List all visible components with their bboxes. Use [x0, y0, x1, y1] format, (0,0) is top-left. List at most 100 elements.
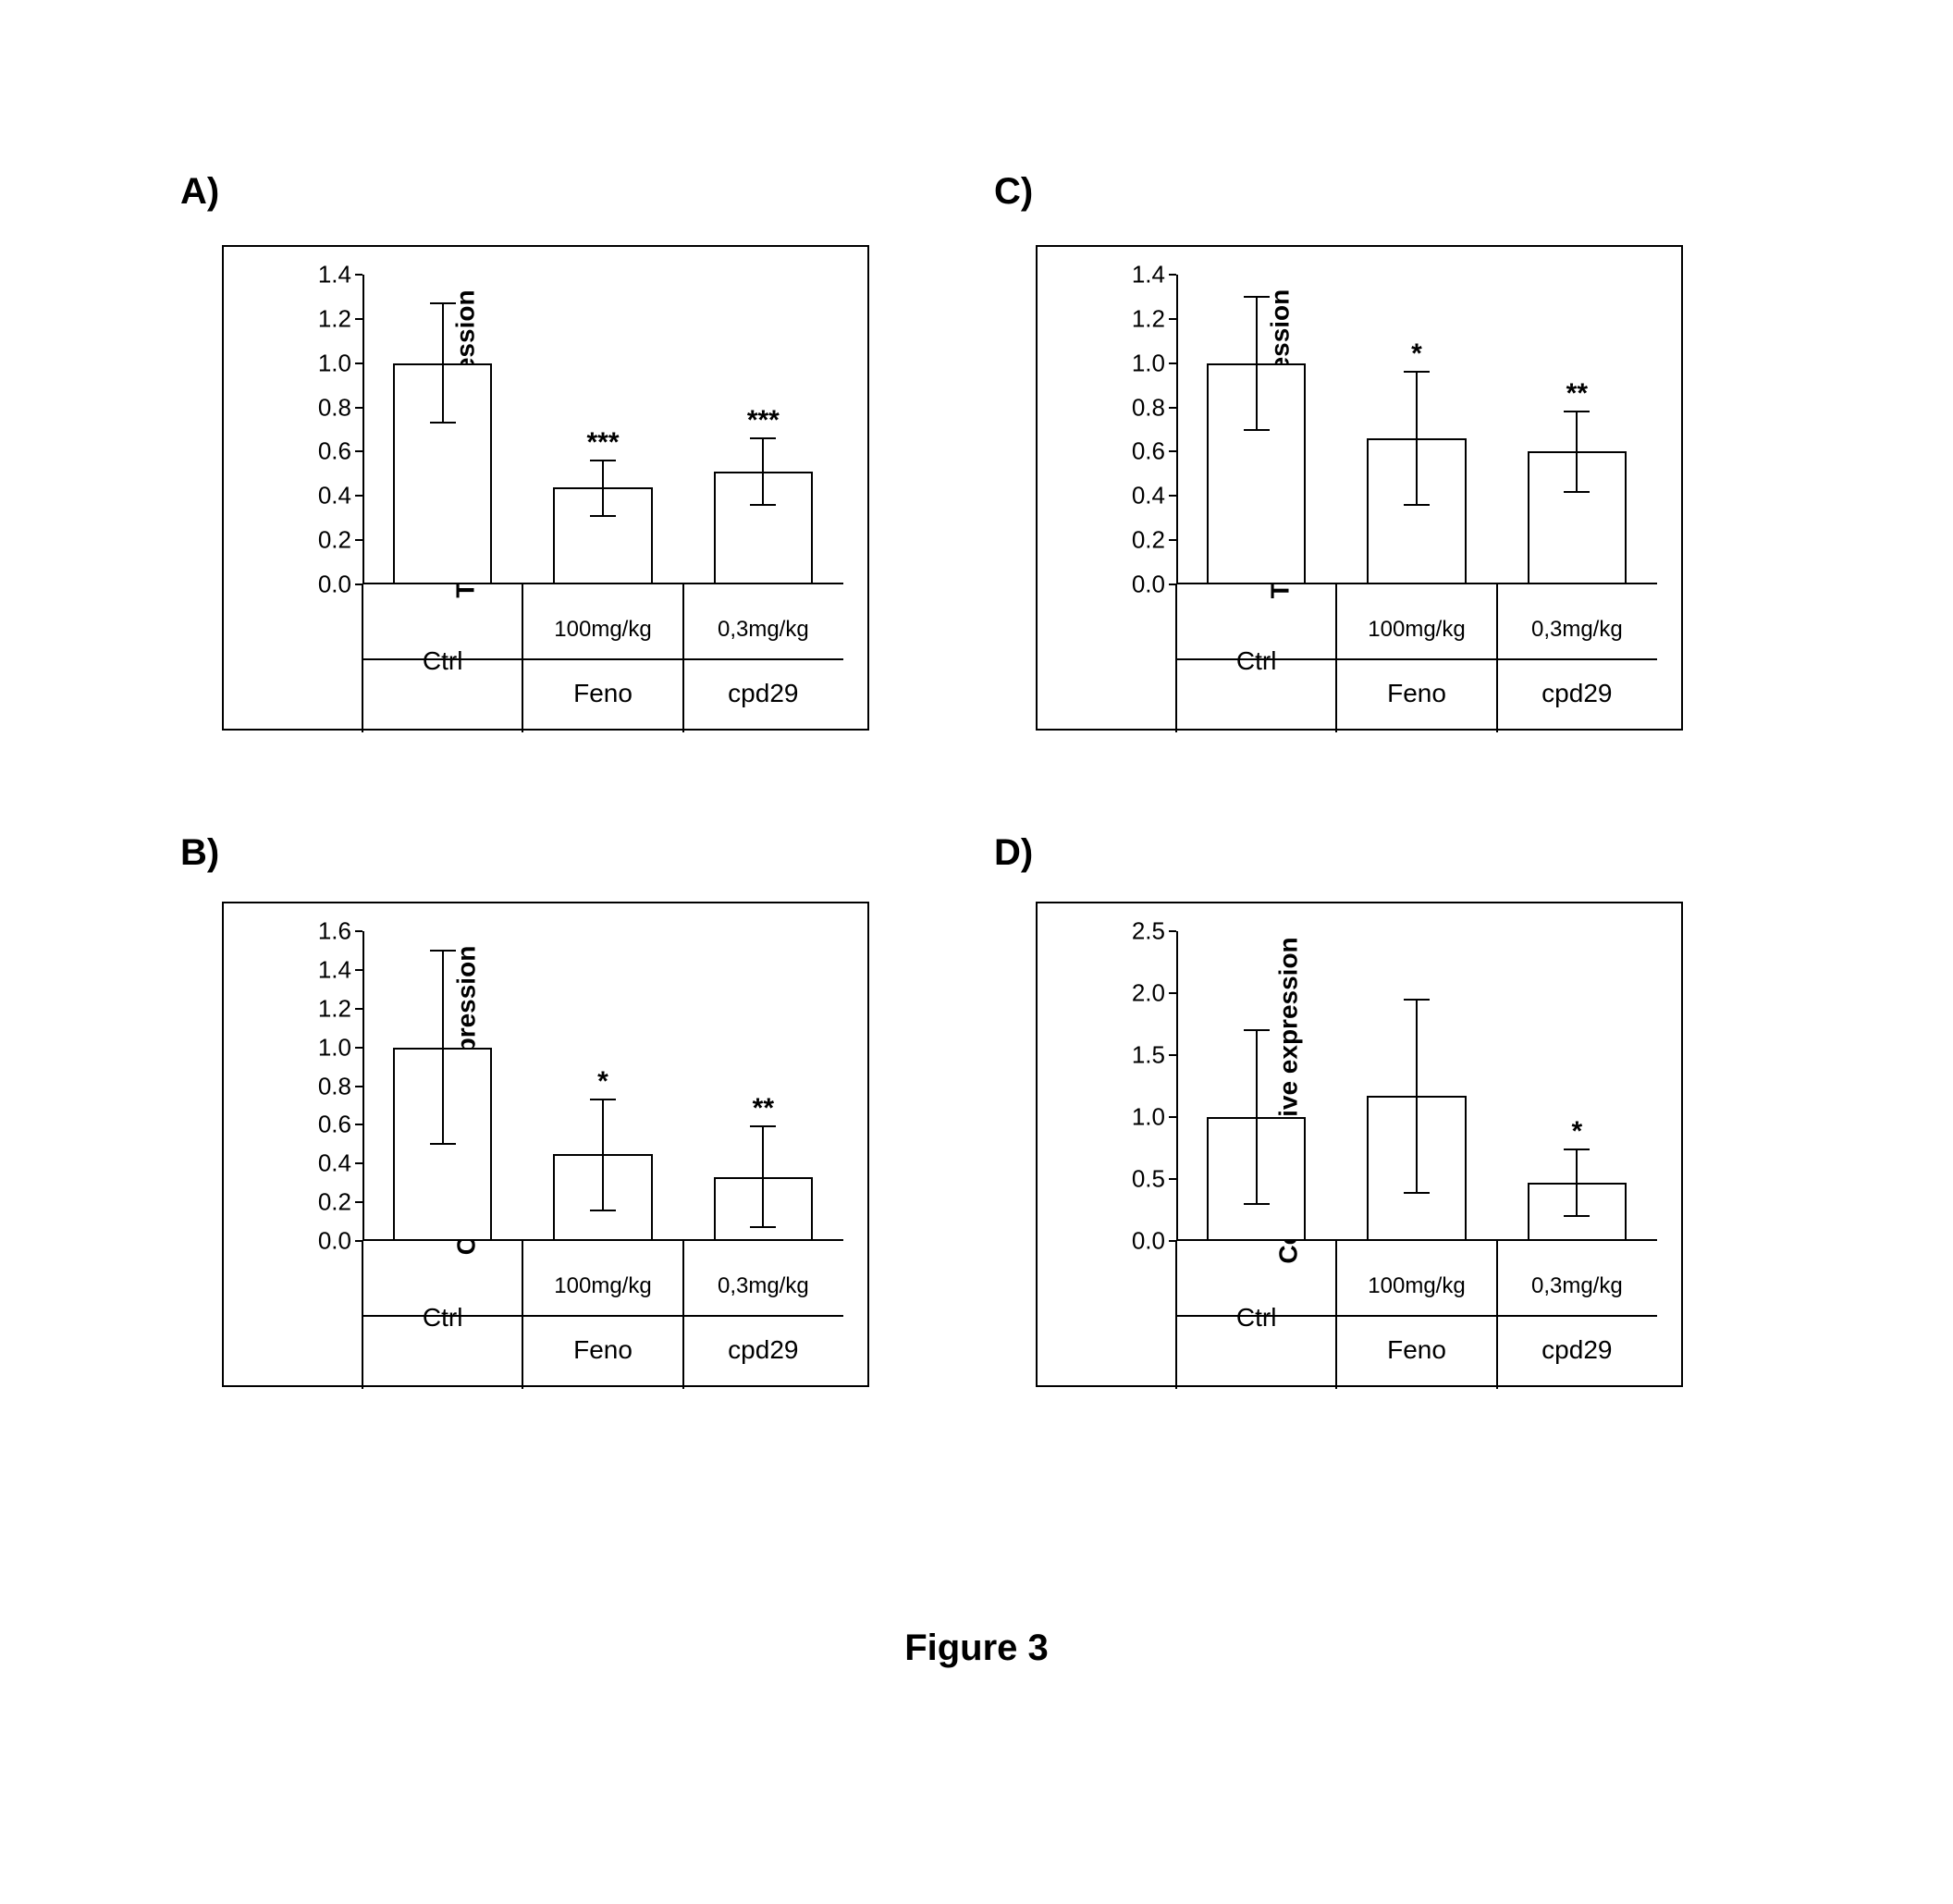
y-axis: [1176, 275, 1178, 584]
y-tick-label: 0.8: [1132, 393, 1165, 422]
y-tick-label: 0.2: [1132, 526, 1165, 555]
figure-page: A)0.00.20.40.60.81.01.21.4TNFα relative …: [0, 0, 1953, 1904]
x-divider: [362, 1241, 363, 1389]
y-tick-label: 1.2: [318, 304, 351, 333]
y-axis: [362, 275, 364, 584]
plot-area-C: 0.00.20.40.60.81.01.21.4TGFβ relative ex…: [1176, 275, 1657, 584]
error-bar: [1576, 412, 1578, 491]
x-divider: [1175, 1241, 1177, 1389]
error-bar: [1256, 1030, 1258, 1204]
x-category-label: Ctrl: [423, 1303, 463, 1333]
error-cap-bot: [750, 1226, 776, 1228]
error-bar: [1576, 1149, 1578, 1216]
y-tick-label: 1.0: [1132, 349, 1165, 377]
y-tick: [355, 1201, 362, 1203]
y-tick: [1169, 930, 1176, 932]
error-cap-top: [430, 302, 456, 304]
y-tick-label: 2.0: [1132, 979, 1165, 1008]
x-dose-label: 0,3mg/kg: [718, 617, 809, 643]
error-cap-bot: [430, 422, 456, 424]
y-tick-label: 1.0: [318, 1033, 351, 1062]
x-category-label: Ctrl: [423, 646, 463, 676]
plot-area-D: 0.00.51.01.52.02.5Col1a1 relative expres…: [1176, 931, 1657, 1241]
significance-marker: ***: [586, 427, 619, 459]
y-tick-label: 0.4: [318, 482, 351, 510]
y-tick-label: 0.5: [1132, 1165, 1165, 1194]
y-tick: [355, 318, 362, 320]
x-category-label: cpd29: [728, 1335, 798, 1365]
error-cap-bot: [1244, 429, 1270, 431]
error-cap-bot: [1404, 504, 1430, 506]
y-tick-label: 0.6: [318, 1111, 351, 1139]
x-category-label: Feno: [1387, 1335, 1446, 1365]
x-category-label: Feno: [1387, 679, 1446, 708]
y-tick-label: 1.5: [1132, 1041, 1165, 1070]
error-cap-top: [1244, 1029, 1270, 1031]
y-tick: [355, 539, 362, 541]
x-category-label: cpd29: [1542, 1335, 1612, 1365]
y-tick-label: 1.2: [1132, 304, 1165, 333]
error-cap-top: [430, 950, 456, 952]
error-cap-bot: [1564, 491, 1590, 493]
y-tick-label: 0.2: [318, 526, 351, 555]
panel-letter-D: D): [994, 832, 1033, 874]
y-tick-label: 0.2: [318, 1188, 351, 1217]
significance-marker: ***: [747, 405, 780, 436]
y-tick-label: 1.6: [318, 917, 351, 946]
y-tick: [1169, 495, 1176, 497]
y-tick: [355, 1008, 362, 1010]
y-tick-label: 1.2: [318, 994, 351, 1023]
y-tick: [355, 969, 362, 971]
significance-marker: *: [597, 1066, 608, 1098]
y-tick: [355, 274, 362, 276]
error-bar: [762, 1126, 764, 1227]
x-dose-label: 100mg/kg: [554, 617, 651, 643]
y-tick-label: 0.0: [1132, 571, 1165, 599]
error-cap-top: [1404, 371, 1430, 373]
y-tick: [1169, 362, 1176, 364]
y-tick: [1169, 992, 1176, 994]
y-tick-label: 0.0: [318, 571, 351, 599]
y-tick: [1169, 539, 1176, 541]
error-cap-bot: [430, 1143, 456, 1145]
y-tick-label: 0.8: [318, 1072, 351, 1100]
y-tick-label: 1.0: [1132, 1103, 1165, 1132]
error-bar: [602, 461, 604, 516]
y-tick: [1169, 407, 1176, 409]
y-tick-label: 0.6: [1132, 437, 1165, 466]
y-tick: [355, 1162, 362, 1164]
error-cap-bot: [590, 515, 616, 517]
significance-marker: **: [1566, 378, 1588, 410]
significance-marker: *: [1571, 1116, 1582, 1148]
x-category-label: Feno: [573, 1335, 633, 1365]
error-cap-top: [750, 437, 776, 439]
x-dose-label: 0,3mg/kg: [1531, 1273, 1623, 1299]
figure-caption: Figure 3: [904, 1628, 1049, 1669]
y-axis: [362, 931, 364, 1241]
y-tick-label: 0.0: [318, 1227, 351, 1256]
x-label-row-divider: [362, 658, 843, 660]
error-cap-bot: [1244, 1203, 1270, 1205]
x-label-row-divider: [1176, 1315, 1657, 1317]
error-cap-top: [590, 460, 616, 461]
y-tick-label: 0.4: [1132, 482, 1165, 510]
error-bar: [442, 303, 444, 423]
chart-box-C: 0.00.20.40.60.81.01.21.4TGFβ relative ex…: [1036, 245, 1683, 731]
x-dose-label: 0,3mg/kg: [1531, 617, 1623, 643]
y-tick: [355, 450, 362, 452]
y-tick: [355, 1047, 362, 1049]
chart-box-D: 0.00.51.01.52.02.5Col1a1 relative expres…: [1036, 902, 1683, 1387]
x-category-label: Ctrl: [1236, 646, 1277, 676]
panel-letter-B: B): [180, 832, 219, 874]
error-bar: [1416, 372, 1418, 505]
y-tick-label: 1.4: [1132, 261, 1165, 289]
error-bar: [1256, 297, 1258, 430]
y-tick: [1169, 274, 1176, 276]
x-dose-label: 100mg/kg: [554, 1273, 651, 1299]
error-cap-top: [750, 1125, 776, 1127]
x-label-row-divider: [1176, 658, 1657, 660]
y-tick: [355, 362, 362, 364]
x-label-row-divider: [362, 1315, 843, 1317]
y-tick: [355, 930, 362, 932]
error-cap-top: [1404, 999, 1430, 1001]
